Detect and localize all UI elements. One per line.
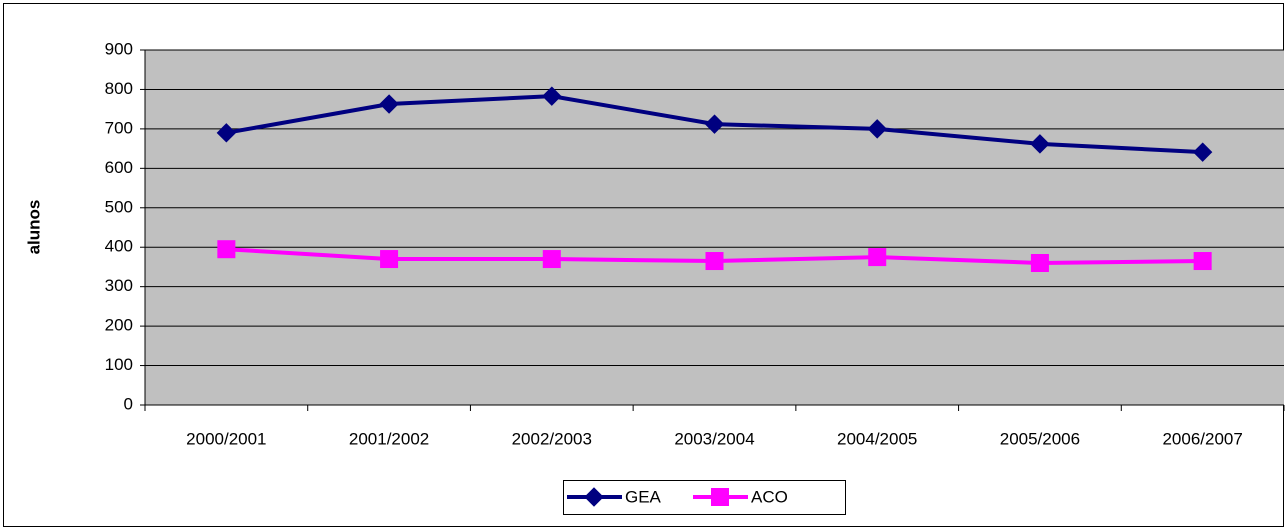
marker	[711, 488, 729, 506]
marker	[217, 240, 236, 259]
marker	[704, 114, 725, 134]
marker	[868, 248, 887, 267]
marker	[542, 250, 561, 269]
x-tick-label: 2001/2002	[349, 429, 429, 448]
y-tick-label: 200	[105, 316, 133, 335]
marker	[584, 487, 604, 507]
marker	[380, 250, 399, 269]
y-tick-label: 400	[105, 237, 133, 256]
x-tick-label: 2003/2004	[674, 429, 754, 448]
marker	[379, 94, 399, 114]
y-tick-label: 700	[105, 118, 133, 137]
legend-label: GEA	[625, 487, 662, 506]
marker	[1193, 252, 1212, 271]
marker	[1030, 134, 1050, 154]
y-tick-label: 0	[124, 394, 133, 413]
y-tick-label: 800	[105, 79, 133, 98]
marker	[1192, 142, 1213, 162]
x-tick-label: 2002/2003	[512, 429, 592, 448]
y-axis-label: alunos	[24, 200, 43, 255]
x-tick-label: 2000/2001	[186, 429, 266, 448]
y-tick-label: 500	[105, 197, 133, 216]
y-tick-label: 900	[105, 39, 133, 58]
y-tick-label: 300	[105, 276, 133, 295]
marker	[705, 252, 724, 271]
legend-label: ACO	[751, 487, 788, 506]
plot-area	[145, 50, 1284, 405]
x-tick-label: 2004/2005	[837, 429, 917, 448]
marker	[1030, 254, 1049, 272]
y-tick-label: 100	[105, 355, 133, 374]
marks	[216, 86, 1213, 272]
marker	[867, 119, 887, 139]
y-tick-label: 600	[105, 158, 133, 177]
x-tick-label: 2006/2007	[1162, 429, 1242, 448]
marker	[216, 123, 237, 143]
marker	[542, 86, 562, 106]
grid	[140, 49, 1285, 411]
x-tick-label: 2005/2006	[1000, 429, 1080, 448]
